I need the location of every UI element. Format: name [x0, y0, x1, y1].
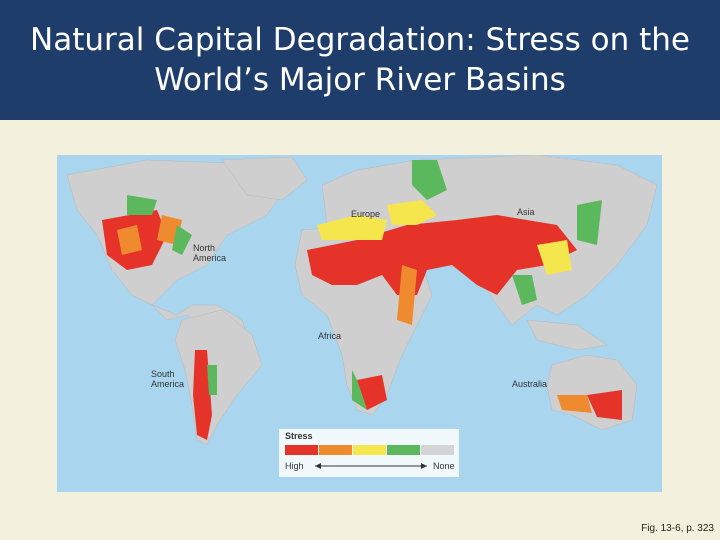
caption: Fig. 13-6, p. 323	[641, 523, 714, 534]
region-label: Africa	[318, 331, 342, 341]
legend-end: None	[433, 461, 455, 471]
region-label: Asia	[517, 207, 535, 217]
world-map: Stress High None	[57, 155, 662, 492]
legend-swatch	[421, 445, 454, 455]
legend: Stress High None	[279, 429, 459, 477]
legend-start: High	[285, 461, 304, 471]
region-label: North America	[193, 243, 227, 263]
region-label: South America	[151, 369, 185, 389]
header: Natural Capital Degradation: Stress on t…	[0, 0, 720, 120]
legend-swatch	[353, 445, 386, 455]
region-label: Europe	[351, 209, 381, 219]
legend-swatch	[319, 445, 352, 455]
region-label: Australia	[512, 379, 548, 389]
slide-title: Natural Capital Degradation: Stress on t…	[30, 22, 690, 98]
stress-areas	[102, 160, 622, 440]
legend-swatch	[285, 445, 318, 455]
legend-swatch	[387, 445, 420, 455]
legend-title: Stress	[285, 431, 313, 441]
